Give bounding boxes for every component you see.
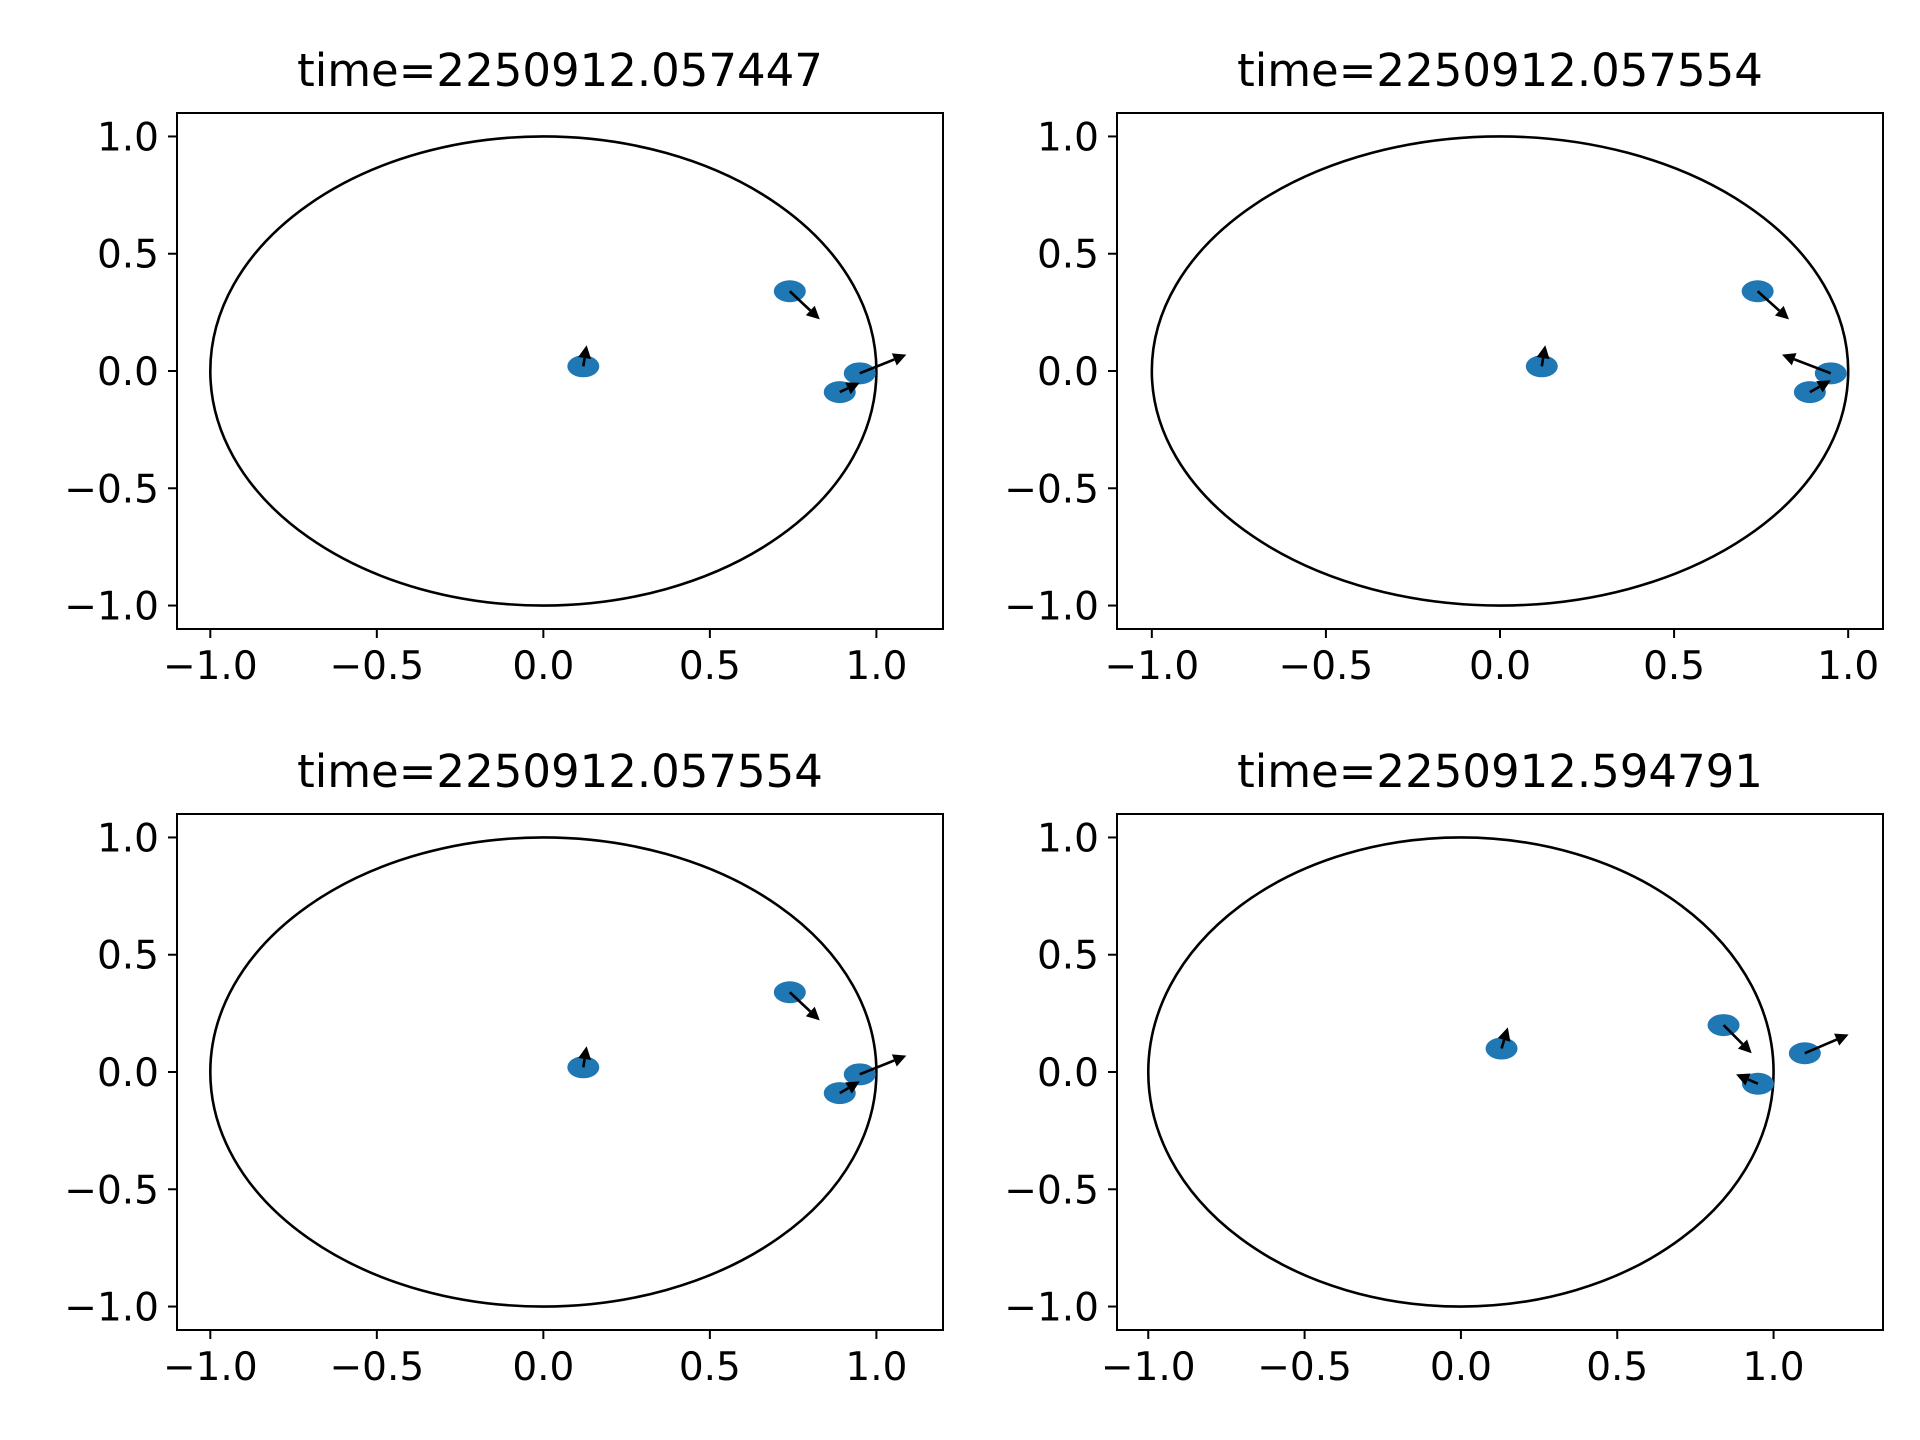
subplot-title: time=2250912.594791: [1237, 745, 1763, 798]
x-tick-label: 0.0: [512, 1345, 574, 1390]
subplot-2: −1.0 −0.5 0.0 0.5 1.0 −1.0 −0.5 0.0 0.5 1.0 time=2…: [1004, 44, 1884, 689]
boundary-circle: [1150, 135, 1850, 607]
subplot-grid: −1.0 −0.5 0.0 0.5 1.0 −1.0 −0.5 0.0 0.5 1.0 time=2…: [64, 44, 1884, 1390]
velocity-arrow: [1722, 1024, 1752, 1054]
velocity-arrow: [1809, 380, 1831, 394]
x-tick-label: −0.5: [1279, 644, 1374, 689]
x-tick-label: −0.5: [329, 644, 424, 689]
y-tick-label: −1.0: [1004, 585, 1099, 630]
subplot-3: −1.0 −0.5 0.0 0.5 1.0 −1.0 −0.5 0.0 0.5 1.0 time=2…: [64, 745, 944, 1390]
subplot-title: time=2250912.057554: [297, 745, 823, 798]
y-tick-label: 0.0: [1037, 350, 1099, 395]
velocity-arrow: [788, 290, 820, 320]
y-tick-label: −0.5: [64, 467, 159, 512]
plot-area: [1146, 836, 1849, 1308]
velocity-arrow: [859, 353, 907, 375]
subplot-title: time=2250912.057554: [1237, 44, 1763, 97]
x-tick-label: 0.5: [1643, 644, 1705, 689]
y-tick-label: 0.5: [97, 934, 159, 979]
boundary-circle: [209, 135, 878, 607]
velocity-arrow: [859, 1054, 907, 1076]
y-tick-label: 0.0: [97, 1051, 159, 1096]
y-tick-label: 0.5: [1037, 233, 1099, 278]
velocity-arrow: [839, 382, 860, 395]
x-tick-label: 0.0: [512, 644, 574, 689]
x-tick-label: −0.5: [329, 1345, 424, 1390]
x-tick-label: 0.0: [1430, 1345, 1492, 1390]
x-tick-label: −1.0: [1101, 1345, 1196, 1390]
y-tick-label: 1.0: [1037, 115, 1099, 160]
y-tick-label: −0.5: [1004, 1168, 1099, 1213]
x-tick-label: −1.0: [163, 644, 258, 689]
velocity-arrow: [1736, 1073, 1759, 1086]
y-tick-label: 1.0: [1037, 816, 1099, 861]
plot-area: [209, 836, 907, 1308]
y-tick-label: 0.0: [97, 350, 159, 395]
x-tick-label: 0.5: [679, 644, 741, 689]
subplot-title: time=2250912.057447: [297, 44, 823, 97]
velocity-arrow: [1497, 1027, 1511, 1049]
velocity-arrow: [1804, 1033, 1849, 1055]
x-tick-label: 1.0: [1743, 1345, 1805, 1390]
plot-area: [1150, 135, 1850, 607]
boundary-circle: [1146, 836, 1775, 1308]
velocity-arrow: [1782, 353, 1832, 375]
y-tick-label: 1.0: [97, 115, 159, 160]
subplot-1: −1.0 −0.5 0.0 0.5 1.0 −1.0 −0.5 0.0 0.5 1.0 time=2…: [64, 44, 944, 689]
x-tick-label: 0.5: [679, 1345, 741, 1390]
velocity-arrow: [578, 1046, 592, 1068]
y-tick-label: 0.5: [97, 233, 159, 278]
y-tick-label: −1.0: [64, 1286, 159, 1331]
x-tick-label: 0.0: [1469, 644, 1531, 689]
subplot-4: −1.0 −0.5 0.0 0.5 1.0 −1.0 −0.5 0.0 0.5 1.0 time=2…: [1004, 745, 1884, 1390]
boundary-circle: [209, 836, 878, 1308]
x-tick-label: −0.5: [1257, 1345, 1352, 1390]
x-tick-label: 0.5: [1586, 1345, 1648, 1390]
velocity-arrow: [1536, 345, 1550, 367]
velocity-arrow: [839, 1081, 860, 1095]
velocity-arrow: [578, 345, 592, 367]
y-tick-label: −1.0: [64, 585, 159, 630]
y-tick-label: 1.0: [97, 816, 159, 861]
velocity-arrow: [1756, 290, 1789, 320]
y-tick-label: −0.5: [64, 1168, 159, 1213]
y-tick-label: −0.5: [1004, 467, 1099, 512]
x-tick-label: −1.0: [163, 1345, 258, 1390]
y-tick-label: 0.0: [1037, 1051, 1099, 1096]
x-tick-label: 1.0: [845, 644, 907, 689]
velocity-arrow: [788, 991, 820, 1021]
plot-area: [209, 135, 907, 607]
x-tick-label: −1.0: [1104, 644, 1199, 689]
y-tick-label: 0.5: [1037, 934, 1099, 979]
x-tick-label: 1.0: [845, 1345, 907, 1390]
x-tick-label: 1.0: [1817, 644, 1879, 689]
y-tick-label: −1.0: [1004, 1286, 1099, 1331]
